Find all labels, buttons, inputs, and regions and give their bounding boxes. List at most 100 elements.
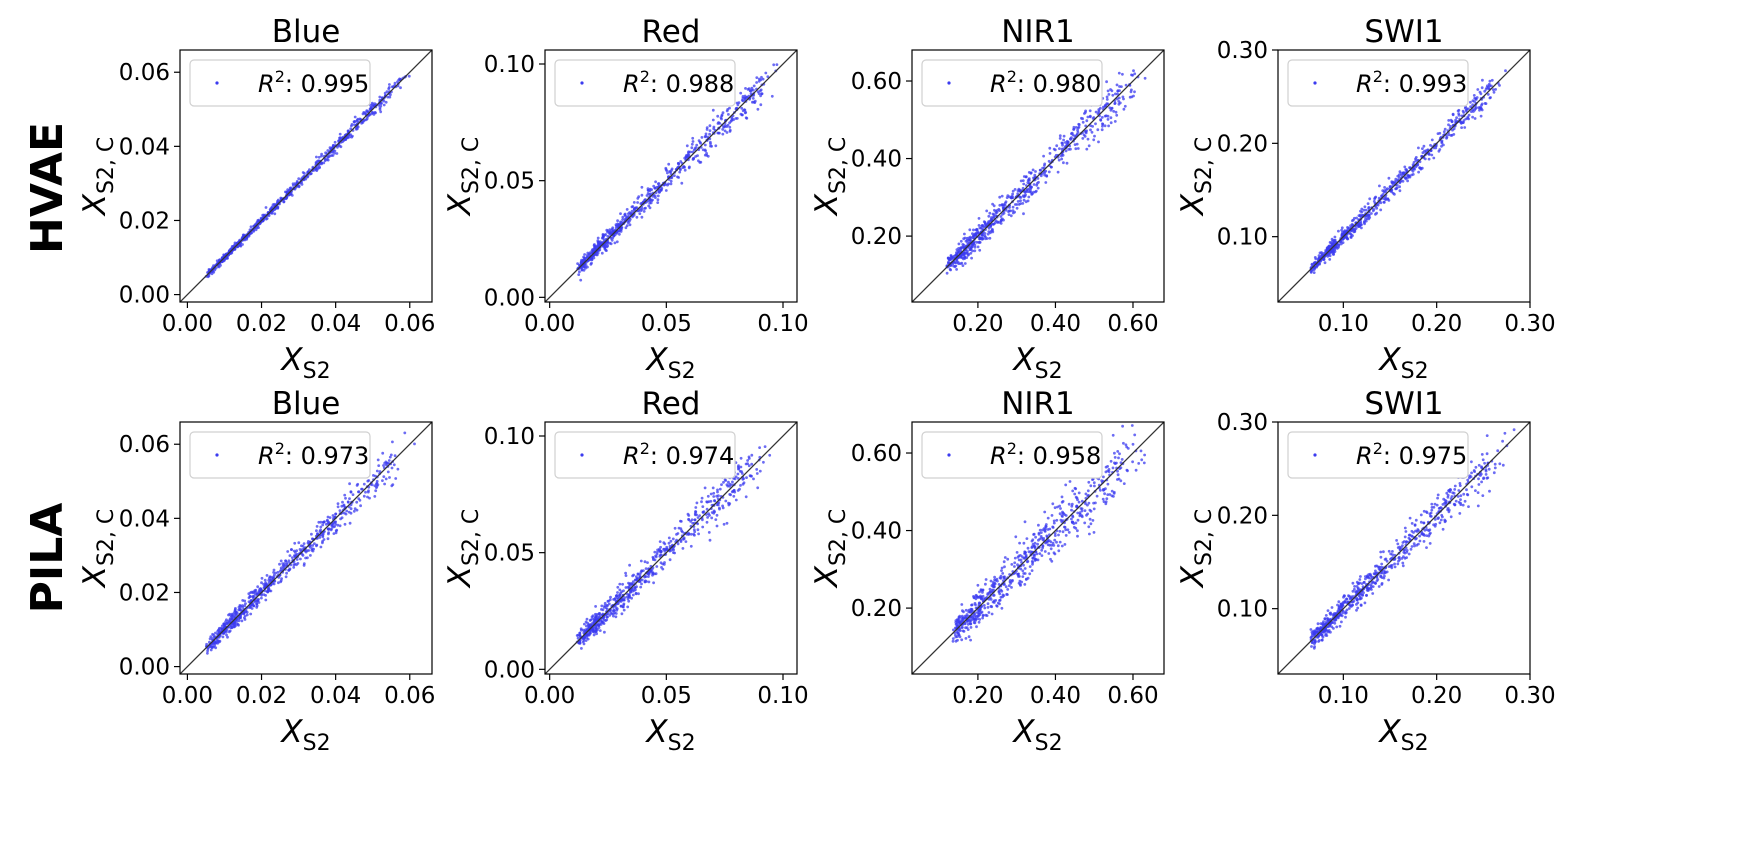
data-point — [593, 247, 597, 251]
data-point — [338, 132, 342, 136]
data-point — [601, 616, 605, 620]
legend-marker — [215, 81, 219, 85]
data-point — [652, 556, 655, 560]
data-point — [212, 645, 216, 649]
data-point — [225, 633, 228, 637]
data-point — [986, 592, 990, 595]
data-point — [1073, 143, 1077, 147]
data-point — [747, 464, 751, 468]
data-point — [630, 596, 633, 600]
data-point — [976, 583, 980, 587]
data-point — [1071, 133, 1075, 137]
data-point — [734, 498, 738, 502]
data-point — [718, 122, 722, 125]
data-point — [697, 532, 700, 536]
data-point — [739, 484, 742, 487]
data-point — [746, 88, 750, 91]
data-point — [606, 234, 610, 238]
data-point — [668, 558, 672, 562]
data-point — [352, 509, 356, 513]
y-tick-label: 0.00 — [484, 285, 535, 311]
data-point — [976, 245, 980, 249]
data-point — [348, 521, 352, 525]
data-point — [695, 501, 699, 505]
data-point — [962, 243, 966, 247]
data-point — [1447, 133, 1451, 137]
y-tick-label: 0.04 — [119, 134, 170, 160]
data-point — [340, 516, 344, 520]
data-point — [360, 487, 364, 491]
legend: R2: 0.988 — [554, 59, 736, 107]
data-point — [1484, 87, 1488, 91]
data-point — [1074, 147, 1078, 151]
y-axis-label: XS2, C — [1175, 137, 1217, 218]
data-point — [1010, 586, 1013, 589]
data-point — [610, 229, 614, 232]
data-point — [660, 187, 664, 190]
data-point — [982, 597, 985, 601]
data-point — [329, 528, 333, 532]
data-point — [615, 240, 619, 244]
data-point — [1475, 96, 1479, 99]
scatter-points — [1278, 50, 1530, 302]
data-point — [1385, 559, 1389, 563]
data-point — [386, 470, 390, 474]
data-point — [1003, 556, 1007, 559]
data-point — [1103, 492, 1106, 496]
data-point — [657, 182, 661, 185]
data-point — [679, 527, 683, 530]
y-tick-label: 0.06 — [119, 60, 170, 86]
data-point — [1133, 90, 1136, 94]
x-axis-label: XS2 — [1377, 342, 1428, 384]
data-point — [1373, 196, 1377, 200]
data-point — [687, 518, 691, 522]
data-point — [1111, 433, 1115, 437]
data-point — [1063, 525, 1066, 529]
data-point — [366, 479, 370, 483]
data-point — [1433, 518, 1437, 521]
data-point — [1130, 424, 1134, 427]
data-point — [615, 594, 619, 597]
data-point — [1418, 539, 1422, 543]
data-point — [594, 626, 598, 630]
data-point — [290, 548, 293, 551]
data-point — [1075, 142, 1079, 146]
data-point — [1028, 185, 1032, 188]
data-point — [1080, 499, 1084, 503]
data-point — [322, 161, 326, 165]
data-point — [334, 522, 337, 526]
data-point — [278, 562, 281, 566]
data-point — [1032, 183, 1036, 186]
data-point — [727, 503, 731, 507]
data-point — [1480, 108, 1484, 112]
data-point — [604, 606, 608, 610]
identity-line — [912, 422, 1164, 674]
data-point — [756, 107, 760, 111]
data-point — [211, 632, 215, 636]
data-point — [1000, 566, 1004, 570]
data-point — [967, 608, 971, 612]
data-point — [1382, 200, 1386, 204]
data-point — [1122, 441, 1125, 445]
data-point — [703, 143, 707, 147]
data-point — [967, 238, 971, 242]
data-point — [991, 228, 994, 232]
data-point — [1087, 525, 1091, 529]
data-point — [664, 166, 668, 170]
data-point — [990, 588, 994, 592]
data-point — [301, 544, 305, 548]
data-point — [1117, 71, 1121, 75]
data-point — [1467, 117, 1470, 121]
data-point — [716, 114, 720, 118]
data-point — [326, 158, 330, 162]
legend-label: R2: 0.995 — [258, 67, 369, 98]
data-point — [984, 582, 987, 586]
data-point — [242, 233, 246, 237]
data-point — [250, 607, 254, 610]
data-point — [583, 622, 586, 626]
data-point — [999, 215, 1003, 218]
data-point — [1484, 102, 1488, 105]
panel-pila-blue: Blue0.000.000.020.020.040.040.060.06XS2X… — [77, 386, 435, 756]
data-point — [739, 456, 743, 460]
data-point — [614, 226, 618, 230]
